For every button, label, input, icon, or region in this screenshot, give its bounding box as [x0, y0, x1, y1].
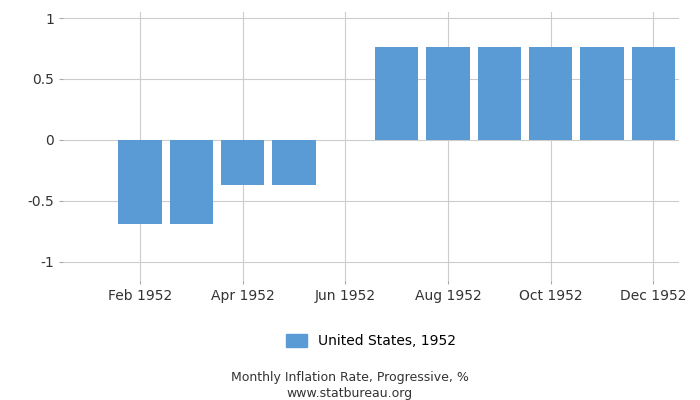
Bar — [426, 47, 470, 140]
Bar — [375, 47, 419, 140]
Bar — [528, 47, 573, 140]
Text: www.statbureau.org: www.statbureau.org — [287, 388, 413, 400]
Legend: United States, 1952: United States, 1952 — [279, 327, 463, 355]
Bar — [580, 47, 624, 140]
Bar — [631, 47, 675, 140]
Bar — [272, 140, 316, 185]
Bar — [477, 47, 521, 140]
Bar — [169, 140, 213, 224]
Bar — [221, 140, 265, 185]
Bar — [118, 140, 162, 224]
Text: Monthly Inflation Rate, Progressive, %: Monthly Inflation Rate, Progressive, % — [231, 372, 469, 384]
